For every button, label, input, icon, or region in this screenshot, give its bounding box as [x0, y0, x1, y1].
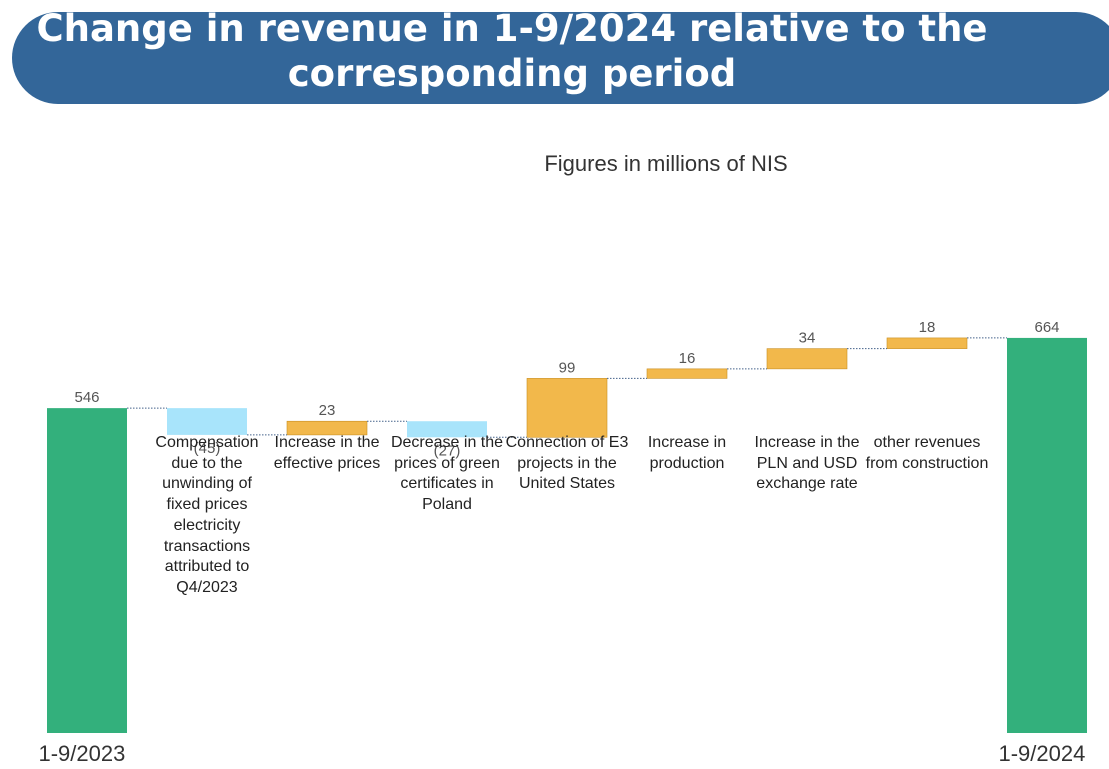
title-banner: Change in revenue in 1-9/2024 relative t…	[12, 12, 1109, 104]
category-description: Increase in production	[647, 434, 727, 472]
data-label-5: 16	[679, 350, 696, 367]
category-description: other revenues from construction	[865, 434, 989, 472]
data-label-7: 18	[919, 319, 936, 336]
bar-2	[286, 420, 368, 436]
page-title: Change in revenue in 1-9/2024 relative t…	[36, 12, 988, 95]
bar-6	[766, 348, 848, 370]
bar-7	[886, 337, 968, 349]
category-description: Increase in the effective prices	[273, 434, 381, 472]
data-label-0: 546	[74, 389, 99, 406]
bar-8	[1007, 337, 1087, 733]
data-label-6: 34	[799, 330, 816, 347]
x-axis-label: 1-9/2024	[998, 741, 1086, 766]
chart-subtitle: Figures in millions of NIS	[544, 151, 788, 176]
data-label-1: (45)	[194, 440, 221, 457]
bar-3	[407, 421, 487, 438]
data-label-8: 664	[1034, 319, 1059, 336]
bar-0	[47, 408, 127, 733]
x-axis-label: 1-9/2023	[38, 741, 126, 766]
data-label-3: (27)	[434, 442, 461, 459]
category-description: Connection of E3 projects in the United …	[505, 434, 629, 493]
category-description: Increase in the PLN and USD exchange rat…	[754, 434, 860, 493]
category-description: Decrease in the prices of green certific…	[390, 434, 504, 514]
data-label-4: 99	[559, 359, 576, 376]
bar-5	[646, 368, 728, 379]
bar-4	[526, 378, 608, 438]
category-description: Compensation due to the unwinding of fix…	[155, 434, 259, 596]
data-label-2: 23	[319, 402, 336, 419]
bar-1	[167, 408, 247, 435]
